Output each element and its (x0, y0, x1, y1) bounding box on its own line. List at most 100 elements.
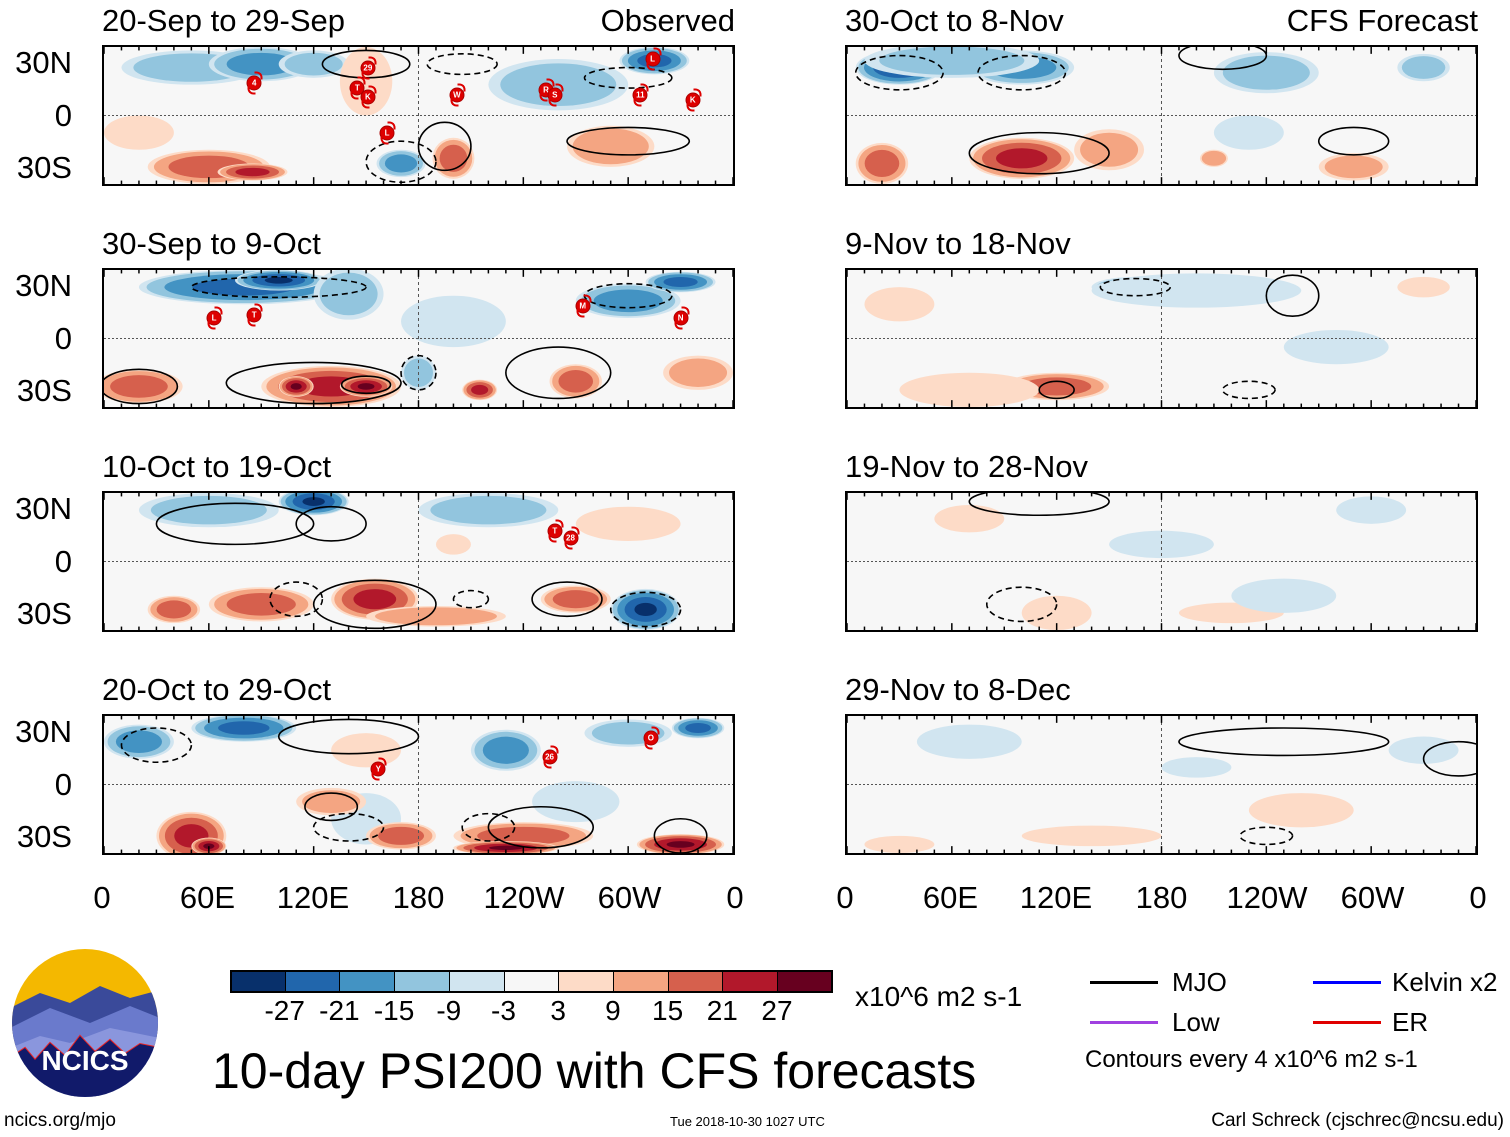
colorbar-label: 3 (550, 995, 566, 1026)
positive-anomaly (290, 383, 302, 390)
tropical-cyclone-marker: S (548, 83, 564, 107)
negative-anomaly (1091, 273, 1302, 308)
tropical-cyclone-marker: N (674, 306, 690, 330)
mjo-contour-positive (488, 807, 593, 848)
map-panel (845, 268, 1478, 409)
mjo-contour-positive (314, 580, 436, 628)
figure-title: 10-day PSI200 with CFS forecasts (212, 1043, 977, 1099)
y-tick-label: 30S (16, 596, 72, 632)
tropical-cyclone-marker: Y (371, 757, 387, 781)
footer-timestamp: Tue 2018-10-30 1027 UTC (670, 1114, 825, 1129)
positive-anomaly (235, 167, 270, 177)
mjo-contour-negative (584, 68, 671, 89)
mjo-contour-positive (532, 582, 602, 616)
colorbar-swatch (448, 970, 505, 993)
negative-anomaly (264, 276, 293, 284)
positive-anomaly (435, 534, 471, 555)
positive-anomaly (899, 372, 1040, 407)
colorbar-swatch (284, 970, 341, 993)
colorbar-label: -27 (264, 995, 305, 1026)
x-tick-label: 180 (392, 880, 445, 915)
legend-line-er (1313, 1021, 1381, 1024)
panel-title: 30-Sep to 9-Oct (102, 226, 321, 261)
positive-anomaly (471, 384, 489, 395)
negative-anomaly (319, 272, 378, 316)
mjo-contour-positive (969, 133, 1109, 174)
tropical-cyclone-marker: 11 (633, 83, 649, 107)
positive-anomaly (1397, 276, 1450, 298)
y-tick-label: 0 (54, 543, 72, 579)
colorbar-label: 15 (652, 995, 684, 1026)
mjo-contour-negative (401, 356, 436, 390)
negative-anomaly (1401, 56, 1446, 79)
colorbar-swatch (558, 970, 614, 993)
y-tick-label: 30N (15, 267, 72, 303)
psi200-map (847, 270, 1476, 407)
colorbar-swatch (503, 970, 560, 993)
psi200-map (104, 270, 733, 407)
mjo-contour-negative (856, 56, 943, 90)
logo-text: NCICS (41, 1045, 128, 1076)
map-panel (845, 714, 1478, 855)
tropical-cyclone-marker: K (361, 85, 377, 109)
mjo-contour-positive (1179, 728, 1389, 755)
psi200-map (104, 716, 733, 853)
psi200-map (104, 47, 733, 184)
positive-anomaly (572, 128, 649, 165)
colorbar-units: x10^6 m2 s-1 (855, 981, 1023, 1012)
mjo-contour-negative (191, 277, 366, 298)
negative-anomaly (916, 724, 1022, 759)
negative-anomaly (218, 721, 270, 735)
tropical-cyclone-marker: T (350, 76, 366, 100)
mjo-contour-negative (462, 814, 514, 841)
map-panel: 4 29 T K L W R S 11 K L (102, 45, 735, 186)
positive-anomaly (1021, 825, 1162, 847)
mjo-contour-positive (654, 819, 706, 853)
mjo-contour-positive (506, 347, 611, 398)
mjo-contour-negative (314, 814, 384, 841)
tropical-cyclone-marker: 28 (564, 526, 579, 550)
positive-anomaly (864, 287, 935, 322)
panel-title: 20-Oct to 29-Oct (102, 672, 332, 707)
mjo-contour-negative (1223, 381, 1275, 398)
legend-line-mjo (1090, 981, 1158, 984)
colorbar-label: -9 (436, 995, 462, 1026)
panel-title: 19-Nov to 28-Nov (845, 449, 1088, 484)
positive-anomaly (489, 845, 523, 851)
x-tick-label: 0 (1469, 880, 1487, 915)
panel-title: 29-Nov to 8-Dec (845, 672, 1071, 707)
mjo-contour-positive (969, 493, 1109, 515)
map-panel: Y 26 O (102, 714, 735, 855)
colorbar-swatch (230, 970, 286, 993)
negative-anomaly (1222, 55, 1310, 90)
footer-url[interactable]: ncics.org/mjo (4, 1110, 116, 1131)
negative-anomaly (150, 495, 267, 525)
colorbar-swatch (667, 970, 724, 993)
negative-anomaly (430, 495, 547, 525)
footer-author: Carl Schreck (cjschrec@ncsu.edu) (1211, 1110, 1504, 1131)
mjo-contour-positive (1039, 381, 1074, 398)
positive-anomaly (110, 375, 168, 398)
y-tick-label: 30N (15, 713, 72, 749)
colorbar-label: -21 (319, 995, 360, 1026)
y-tick-label: 30N (15, 490, 72, 526)
x-tick-label: 120E (276, 880, 350, 915)
positive-anomaly (357, 383, 375, 390)
observed-column-label: Observed (600, 3, 735, 38)
tropical-cyclone-marker: K (686, 88, 702, 112)
panel-title: 30-Oct to 8-Nov (845, 3, 1064, 38)
tropical-cyclone-marker: 4 (247, 71, 263, 95)
contour-note: Contours every 4 x10^6 m2 s-1 (1085, 1046, 1418, 1073)
negative-anomaly (1161, 757, 1232, 778)
mjo-contour-positive (1179, 47, 1266, 69)
positive-anomaly (226, 593, 296, 616)
negative-anomaly (1109, 530, 1214, 559)
negative-anomaly (1336, 496, 1407, 524)
positive-anomaly (864, 149, 900, 178)
mjo-contour-negative (427, 54, 497, 75)
tropical-cyclone-marker: L (646, 47, 662, 71)
colorbar-swatch (339, 970, 396, 993)
y-tick-label: 30S (16, 150, 72, 186)
positive-anomaly (666, 841, 695, 848)
